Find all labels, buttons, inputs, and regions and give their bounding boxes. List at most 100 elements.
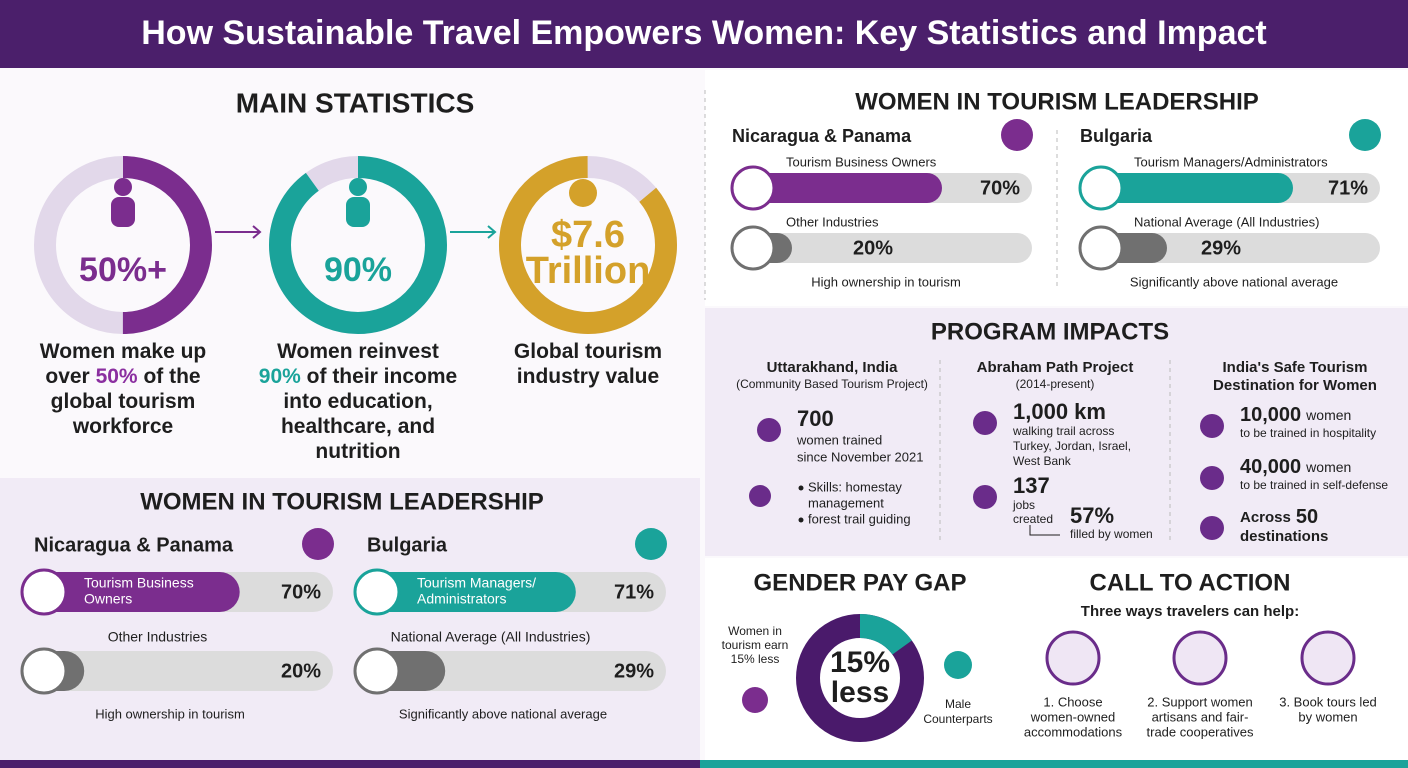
stat-value: 90% [324,251,392,289]
stat-text: walking trail across [1012,424,1114,438]
skill: management [808,495,884,510]
donut-label: less [831,676,889,709]
icon [353,568,401,616]
caption: global tourism [51,390,196,413]
action: by women [1298,709,1357,724]
bar-value: 70% [281,581,321,603]
header-bar [0,0,1408,68]
icon [1078,165,1124,211]
action: women-owned [1030,709,1116,724]
icon [798,517,804,523]
region-name: Bulgaria [1080,126,1153,146]
project-title: Abraham Path Project [977,359,1134,376]
caption-part: 50% [96,365,138,388]
section-title: MAIN STATISTICS [236,87,475,118]
stat-number: 1,000 km [1013,399,1106,424]
page-title: How Sustainable Travel Empowers Women: K… [141,14,1266,52]
stat: Across 50 [1240,506,1318,528]
icon [973,485,997,509]
stat-text: Turkey, Jordan, Israel, [1013,439,1131,453]
donut-label: 15% [830,646,890,679]
caption-part: of the [138,365,201,388]
note: High ownership in tourism [95,706,245,721]
stat: 1,000 km [1013,399,1106,424]
donut-arc [34,156,212,334]
bar-label: Other Industries [108,629,208,645]
bar-label: Owners [84,591,132,607]
stat: 57% [1070,503,1114,528]
stat: 40,000 women [1240,456,1351,478]
action: 3. Book tours led [1279,694,1377,709]
bar [22,572,240,612]
stat-text: jobs [1012,498,1035,512]
icon [730,225,776,271]
caption-part: Global tourism [514,340,662,363]
project-title: India's Safe Tourism [1223,359,1368,376]
icon [757,418,781,442]
action: 1. Choose [1043,694,1102,709]
stat-prefix: Across [1240,509,1291,526]
footer-bar [700,760,1408,768]
stat-number: 10,000 [1240,404,1301,426]
icon [742,687,768,713]
donut-arc [269,156,447,334]
stat-number: 50 [1296,506,1318,528]
caption-part: Women reinvest [277,340,439,363]
bar-value: 20% [853,237,893,259]
note: High ownership in tourism [811,274,961,289]
icon [1349,119,1381,151]
caption: Women make up [40,340,206,363]
note: Women in [728,624,782,638]
bar-value: 71% [1328,177,1368,199]
stat-text: to be trained in self-defense [1240,478,1388,492]
stat-value: $7.6 [551,214,625,256]
icon [1200,466,1224,490]
icon [302,528,334,560]
icon [353,647,401,695]
caption: into education, [283,390,432,413]
stat-number: 700 [797,406,834,431]
stat-text: created [1013,512,1053,526]
icon [346,197,370,227]
caption: over 50% of the [45,365,200,388]
icon [111,197,135,227]
caption-part: industry value [517,365,659,388]
stat-value: 50%+ [79,251,167,289]
bar-value: 70% [980,177,1020,199]
caption: healthcare, and [281,415,435,438]
project-title: Uttarakhand, India [767,359,899,376]
project-title: Destination for Women [1213,377,1377,394]
caption-part: healthcare, and [281,415,435,438]
icon [20,568,68,616]
stat-text: women trained [796,432,882,447]
icon [944,651,972,679]
icon [1045,630,1101,686]
bar-label: Tourism Managers/ [417,575,536,591]
icon [730,165,776,211]
bar-label: Other Industries [786,214,879,229]
bar [355,572,576,612]
subtitle: Three ways travelers can help: [1081,603,1299,620]
stat: 137 [1013,473,1050,498]
bar-track [22,651,333,691]
caption: industry value [517,365,659,388]
icon [1001,119,1033,151]
caption-part: Women make up [40,340,206,363]
bar-label: Administrators [417,591,506,607]
stat-text: filled by women [1070,527,1153,541]
stat-number: 40,000 [1240,456,1301,478]
bar-label: Tourism Business [84,575,194,591]
icon [569,179,597,207]
caption: Women reinvest [277,340,439,363]
caption-part: global tourism [51,390,196,413]
stat-unit: women [1305,459,1351,475]
stat-text: West Bank [1013,454,1072,468]
icon [973,411,997,435]
action: artisans and fair- [1152,709,1249,724]
icon [114,178,132,196]
section-title: GENDER PAY GAP [754,569,967,596]
arrow [487,225,497,239]
note: Counterparts [923,712,992,726]
